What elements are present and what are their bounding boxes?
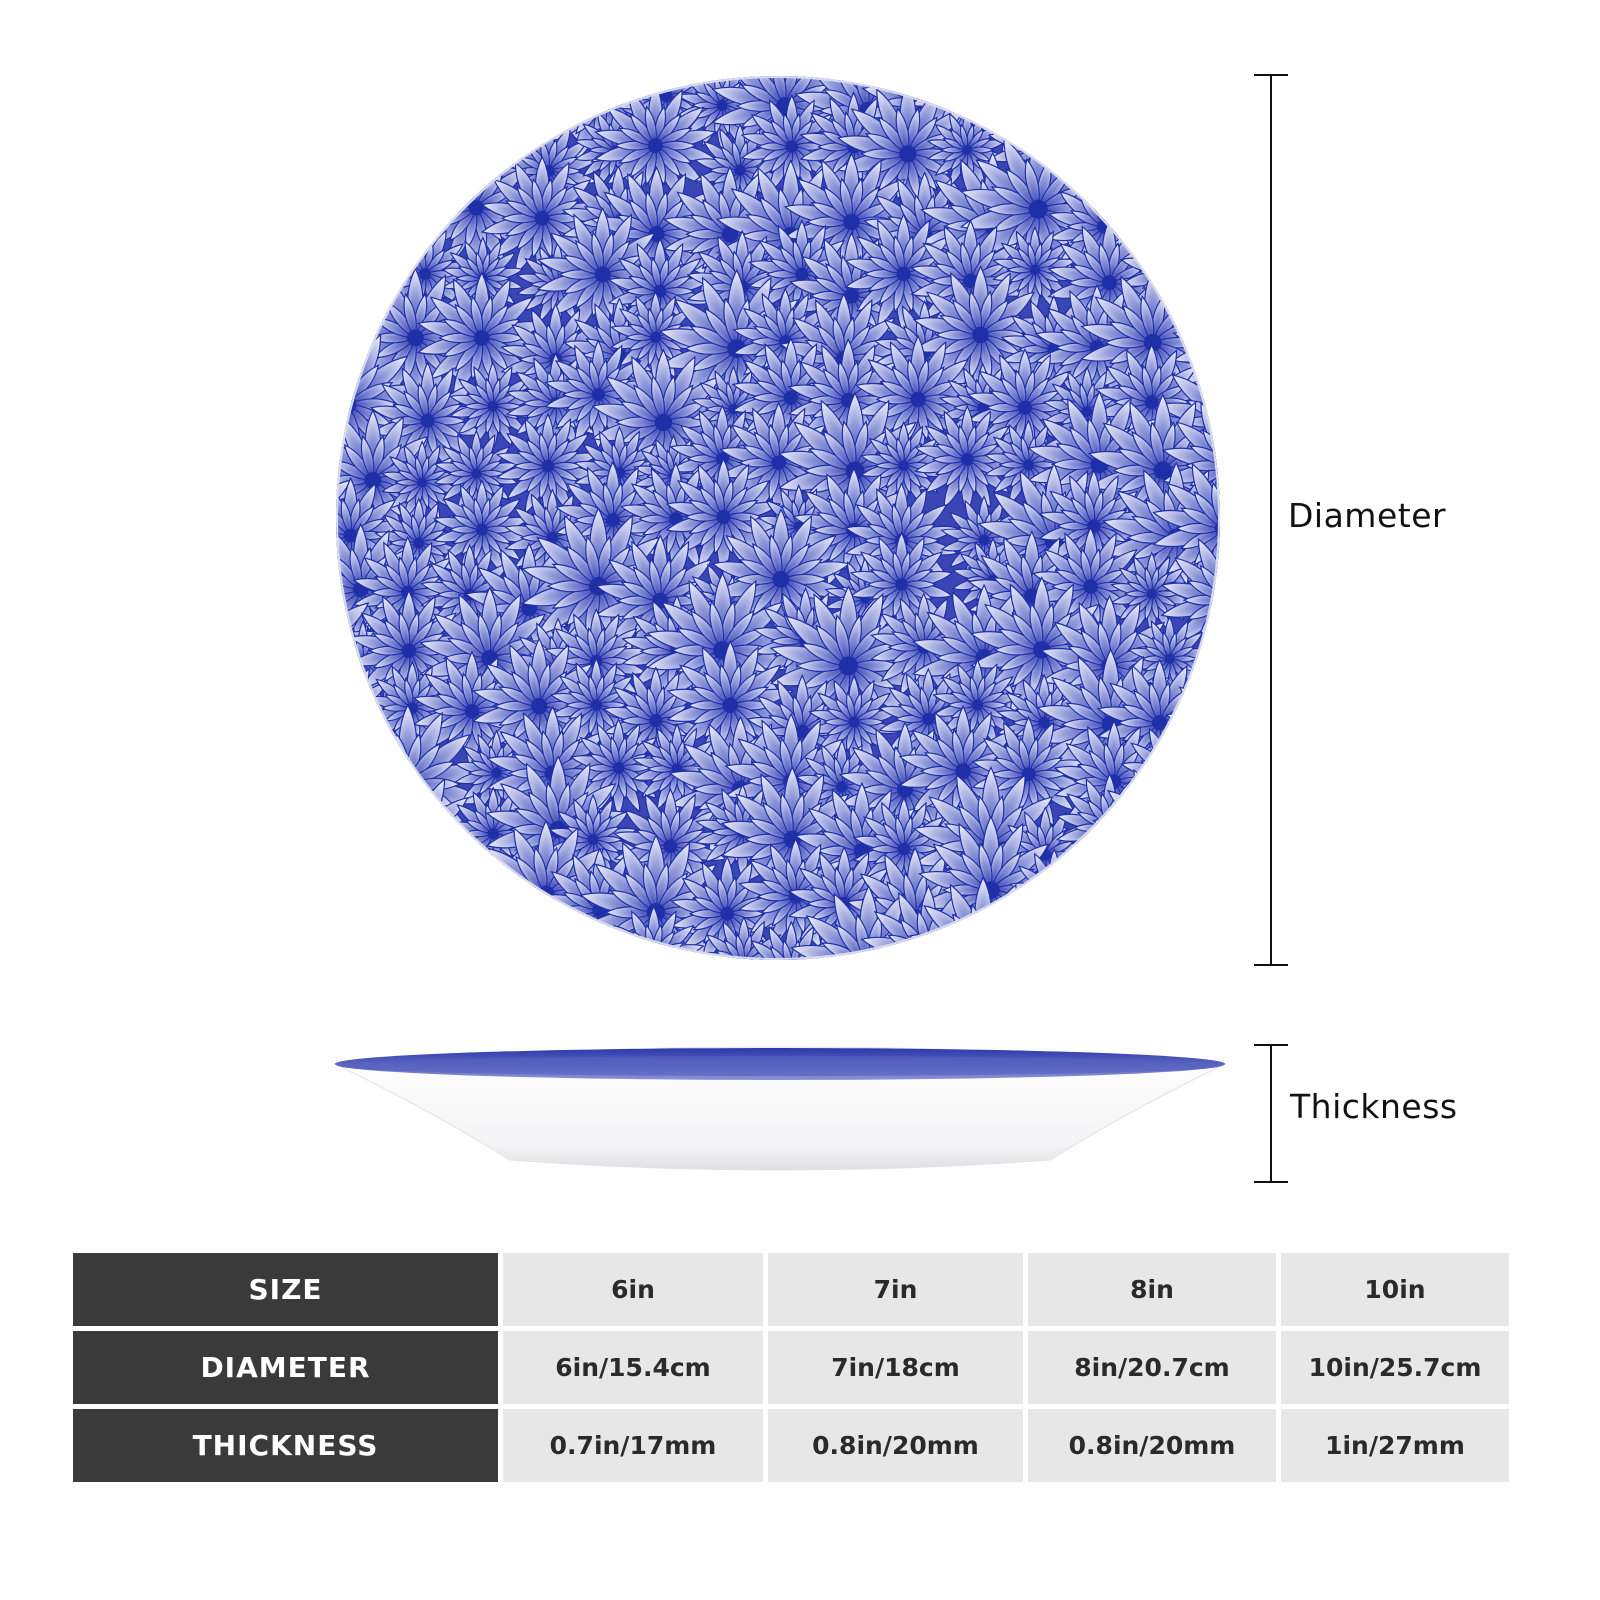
flower-motif [481,902,591,960]
flower-motif [421,908,545,960]
flower-motif [336,130,358,212]
flower-motif [336,747,362,836]
table-cell: 8in [1028,1253,1276,1326]
flower-motif [1086,76,1213,159]
flower-motif [336,856,351,940]
flower-motif [336,930,352,960]
thickness-cap-bottom [1254,1181,1288,1183]
flower-motif [336,392,344,417]
flower-motif [432,479,531,580]
flower-motif [1145,76,1220,167]
table-cell: 7in/18cm [768,1331,1023,1404]
flower-motif [336,916,400,960]
flower-motif [1086,76,1135,87]
flower-motif [336,76,370,140]
plate-top-view [336,76,1220,960]
flower-motif [336,76,378,96]
flower-motif [376,76,461,129]
flower-motif [1181,792,1220,879]
table-cell: 10in/25.7cm [1281,1331,1509,1404]
flower-motif [390,110,474,196]
flower-motif [522,76,576,85]
flower-motif [1156,84,1220,226]
flower-motif [336,76,429,222]
table-cell: 0.8in/20mm [768,1409,1023,1482]
size-table: SIZE 6in 7in 8in 10in DIAMETER 6in/15.4c… [68,1248,1514,1487]
flower-motif [1111,76,1192,100]
table-row-size: SIZE 6in 7in 8in 10in [73,1253,1509,1326]
table-cell: 0.8in/20mm [1028,1409,1276,1482]
flower-motif [495,412,600,520]
flower-motif [1085,818,1220,960]
flower-motif [336,752,405,836]
diameter-cap-bottom [1254,964,1288,966]
thickness-dimension-line [1270,1045,1272,1182]
flower-motif [1112,926,1192,960]
flower-motif [1168,902,1220,960]
table-cell: 10in [1281,1253,1509,1326]
thickness-label: Thickness [1290,1087,1458,1126]
table-cell: 0.7in/17mm [503,1409,763,1482]
flower-motif [336,76,340,82]
row-header: SIZE [73,1253,498,1326]
flower-motif [1176,238,1220,324]
flower-motif [1046,870,1129,956]
flower-motif [336,132,429,286]
flower-motif [447,76,511,103]
table-cell: 8in/20.7cm [1028,1331,1276,1404]
flower-motif [1155,163,1220,304]
diameter-label: Diameter [1288,496,1446,535]
flower-motif [336,264,342,296]
flower-motif [969,894,1122,960]
flower-motif [1215,76,1220,81]
flower-motif [336,193,354,259]
flower-motif [577,76,619,89]
flower-motif [1048,916,1147,960]
flower-motif [378,914,478,960]
flower-motif [1035,76,1048,79]
flower-motif [336,754,421,913]
flower-motif [336,841,434,960]
diameter-cap-top [1254,74,1288,76]
flower-motif [336,680,351,752]
flower-motif [336,76,412,138]
row-header: DIAMETER [73,1331,498,1404]
flower-motif [356,76,459,113]
table-row-thickness: THICKNESS 0.7in/17mm 0.8in/20mm 0.8in/20… [73,1409,1509,1482]
flower-motif [1091,108,1208,228]
thickness-cap-top [1254,1044,1288,1046]
flower-motif [648,76,691,85]
table-cell: 6in/15.4cm [503,1331,763,1404]
plate-side-view [333,1046,1227,1171]
flower-motif [1180,843,1220,941]
table-cell: 1in/27mm [1281,1409,1509,1482]
row-header: THICKNESS [73,1409,498,1482]
diameter-dimension-line [1270,75,1272,965]
flower-motif [336,794,357,876]
table-row-diameter: DIAMETER 6in/15.4cm 7in/18cm 8in/20.7cm … [73,1331,1509,1404]
flower-motif [970,76,1015,86]
flower-motif [1031,76,1187,171]
table-cell: 7in [768,1253,1023,1326]
table-cell: 6in [503,1253,763,1326]
flower-motif [1167,719,1220,818]
